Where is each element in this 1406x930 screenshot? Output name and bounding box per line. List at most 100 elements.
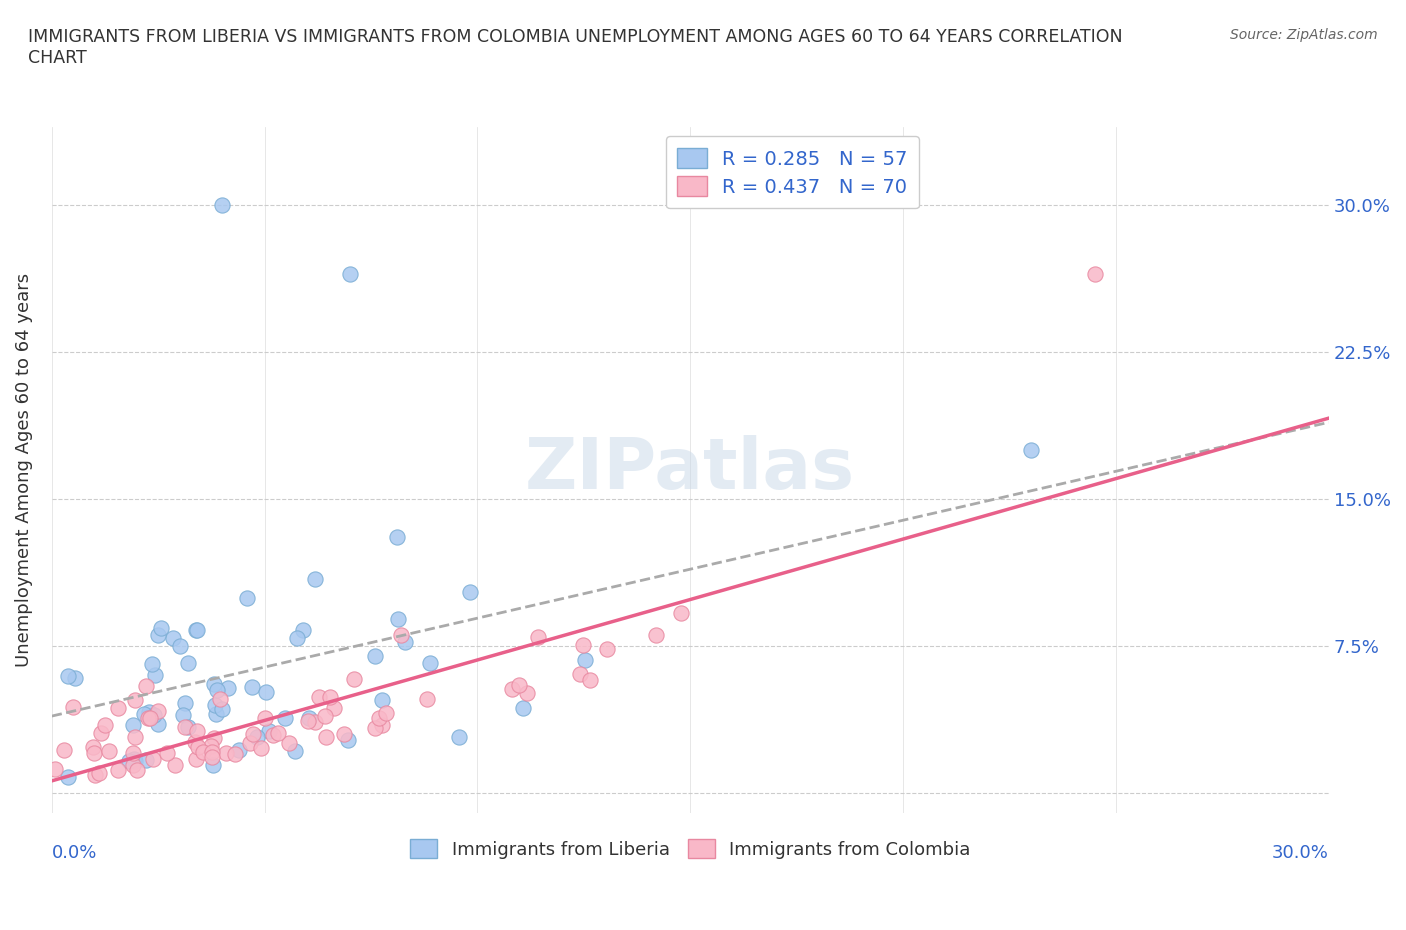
Point: [449, 729, 471, 744]
Point: [177, 656, 200, 671]
Point: [186, 622, 208, 637]
Point: [389, 628, 412, 643]
Point: [339, 266, 361, 281]
Point: [267, 725, 290, 740]
Point: [211, 701, 233, 716]
Point: [322, 700, 344, 715]
Point: [645, 628, 668, 643]
Point: [387, 612, 409, 627]
Point: [184, 751, 207, 766]
Point: [122, 746, 145, 761]
Point: [136, 711, 159, 726]
Point: [228, 742, 250, 757]
Point: [246, 729, 269, 744]
Point: [337, 733, 360, 748]
Point: [285, 631, 308, 646]
Point: [277, 736, 299, 751]
Point: [215, 746, 238, 761]
Point: [201, 758, 224, 773]
Point: [124, 754, 146, 769]
Point: [162, 631, 184, 645]
Point: [284, 744, 307, 759]
Point: [257, 724, 280, 738]
Point: [572, 637, 595, 652]
Point: [146, 628, 169, 643]
Point: [240, 680, 263, 695]
Point: [250, 741, 273, 756]
Point: [318, 689, 340, 704]
Point: [98, 744, 121, 759]
Point: [163, 758, 186, 773]
Point: [262, 727, 284, 742]
Point: [132, 706, 155, 721]
Point: [63, 670, 86, 684]
Point: [125, 763, 148, 777]
Point: [204, 698, 226, 713]
Point: [172, 707, 194, 722]
Point: [308, 689, 330, 704]
Point: [53, 742, 76, 757]
Point: [145, 668, 167, 683]
Point: [107, 763, 129, 777]
Text: Source: ZipAtlas.com: Source: ZipAtlas.com: [1230, 28, 1378, 42]
Point: [202, 677, 225, 692]
Point: [527, 630, 550, 644]
Point: [82, 739, 104, 754]
Point: [124, 693, 146, 708]
Point: [367, 711, 389, 725]
Point: [142, 752, 165, 767]
Point: [135, 752, 157, 767]
Point: [201, 744, 224, 759]
Point: [124, 729, 146, 744]
Point: [56, 770, 79, 785]
Point: [578, 672, 600, 687]
Point: [333, 726, 356, 741]
Point: [304, 715, 326, 730]
Point: [89, 725, 111, 740]
Point: [239, 736, 262, 751]
Point: [254, 711, 277, 725]
Point: [235, 591, 257, 605]
Point: [138, 705, 160, 720]
Point: [508, 678, 530, 693]
Point: [501, 682, 523, 697]
Point: [142, 707, 165, 722]
Point: [1019, 443, 1042, 458]
Point: [94, 718, 117, 733]
Point: [122, 717, 145, 732]
Point: [107, 700, 129, 715]
Point: [419, 656, 441, 671]
Point: [458, 584, 481, 599]
Point: [314, 709, 336, 724]
Point: [149, 620, 172, 635]
Point: [205, 683, 228, 698]
Point: [44, 762, 66, 777]
Point: [169, 638, 191, 653]
Point: [202, 731, 225, 746]
Point: [141, 657, 163, 671]
Point: [200, 738, 222, 753]
Text: 0.0%: 0.0%: [52, 844, 97, 862]
Point: [574, 653, 596, 668]
Point: [173, 696, 195, 711]
Point: [201, 750, 224, 764]
Text: IMMIGRANTS FROM LIBERIA VS IMMIGRANTS FROM COLOMBIA UNEMPLOYMENT AMONG AGES 60 T: IMMIGRANTS FROM LIBERIA VS IMMIGRANTS FR…: [28, 28, 1123, 67]
Point: [242, 726, 264, 741]
Point: [1084, 266, 1107, 281]
Point: [191, 745, 214, 760]
Point: [187, 739, 209, 754]
Point: [364, 648, 387, 663]
Point: [371, 718, 394, 733]
Point: [516, 685, 538, 700]
Text: 30.0%: 30.0%: [1272, 844, 1329, 862]
Point: [254, 684, 277, 699]
Point: [186, 622, 208, 637]
Point: [224, 747, 246, 762]
Point: [139, 711, 162, 725]
Point: [304, 572, 326, 587]
Point: [416, 692, 439, 707]
Point: [87, 765, 110, 780]
Point: [211, 197, 233, 212]
Point: [291, 622, 314, 637]
Point: [374, 706, 396, 721]
